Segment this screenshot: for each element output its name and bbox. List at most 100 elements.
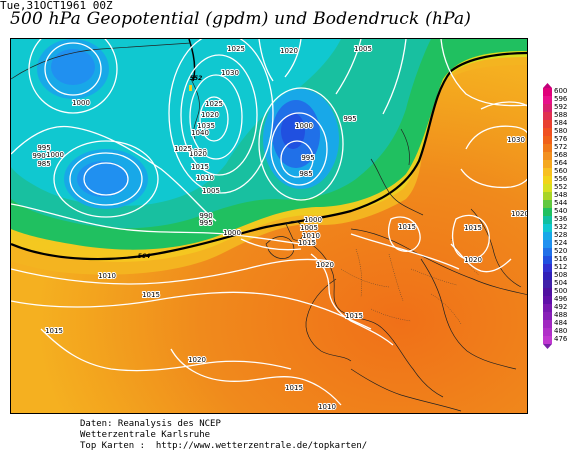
legend-label: 488 <box>554 311 568 319</box>
legend-entry: 484 <box>543 319 569 328</box>
legend-swatch <box>543 256 552 264</box>
legend-label: 512 <box>554 263 568 271</box>
weather-map-canvas: 1005102010251030102510201035104010301020… <box>11 39 527 413</box>
legend-label: 568 <box>554 151 568 159</box>
isobar-label: 990 <box>32 152 45 160</box>
legend-entry: 552 <box>543 183 569 192</box>
isobar-label: 1010 <box>98 272 116 280</box>
isobar-label: 1015 <box>191 163 209 171</box>
legend-entry: 548 <box>543 191 569 200</box>
isobar-label: 1035 <box>197 122 215 130</box>
geopotential-contour-552 <box>11 51 527 261</box>
weather-map: 1005 1020 1025 1030 1025 1020 1035 1040 1030 1020… <box>10 38 528 414</box>
legend-label: 476 <box>554 335 568 343</box>
legend-label: 480 <box>554 327 568 335</box>
legend-label: 556 <box>554 175 568 183</box>
isobar-label: 1000 <box>46 151 64 159</box>
legend-swatch <box>543 144 552 152</box>
legend-label: 580 <box>554 127 568 135</box>
legend-swatch <box>543 304 552 312</box>
legend-label: 548 <box>554 191 568 199</box>
legend-entry: 592 <box>543 103 569 112</box>
legend-swatch <box>543 232 552 240</box>
legend-cap-bottom <box>543 344 552 349</box>
legend-entry: 536 <box>543 215 569 224</box>
isobar-label: 1020 <box>188 356 206 364</box>
legend-entry: 568 <box>543 151 569 160</box>
legend-entry: 496 <box>543 295 569 304</box>
isobar-label: 1025 <box>205 100 223 108</box>
legend-label: 544 <box>554 199 568 207</box>
legend-entry: 584 <box>543 119 569 128</box>
isobar-label: 1000 <box>304 216 322 224</box>
legend-swatch <box>543 336 552 344</box>
isobar-label: 990 <box>199 212 212 220</box>
isobar-label: 1010 <box>318 403 336 411</box>
isobar-label: 1010 <box>196 174 214 182</box>
isobar-label: 1015 <box>298 239 316 247</box>
legend-swatch <box>543 168 552 176</box>
isobar-label: 995 <box>199 219 212 227</box>
isobar-label: 1025 <box>227 45 245 53</box>
legend-label: 576 <box>554 135 568 143</box>
legend-label: 532 <box>554 223 568 231</box>
legend-label: 596 <box>554 95 568 103</box>
legend-entry: 504 <box>543 279 569 288</box>
legend-entry: 556 <box>543 175 569 184</box>
legend-label: 516 <box>554 255 568 263</box>
color-legend: 600 596 592 588 584 580 576 572 568 564 560 556 552 5… <box>543 83 569 349</box>
legend-label: 588 <box>554 111 568 119</box>
footer-line-2: Wetterzentrale Karlsruhe <box>80 430 211 440</box>
legend-swatch <box>543 152 552 160</box>
legend-label: 496 <box>554 295 568 303</box>
map-footer: Daten: Reanalysis des NCEP Wetterzentrale… <box>80 419 367 452</box>
legend-entry: 516 <box>543 255 569 264</box>
isobar-label: 1020 <box>189 150 207 158</box>
isobar-label: 1005 <box>300 224 318 232</box>
legend-label: 584 <box>554 119 568 127</box>
low-centre-north-core <box>51 49 95 85</box>
legend-swatch <box>543 96 552 104</box>
legend-swatch <box>543 128 552 136</box>
legend-label: 500 <box>554 287 568 295</box>
isobars <box>11 39 527 406</box>
footer-line-1: Daten: Reanalysis des NCEP <box>80 419 221 429</box>
legend-entry: 576 <box>543 135 569 144</box>
legend-label: 540 <box>554 207 568 215</box>
isobar-label: 1020 <box>316 261 334 269</box>
legend-label: 492 <box>554 303 568 311</box>
legend-entry: 572 <box>543 143 569 152</box>
isobar-label: 1020 <box>464 256 482 264</box>
legend-entry: 528 <box>543 231 569 240</box>
legend-swatch <box>543 160 552 168</box>
legend-swatch <box>543 224 552 232</box>
legend-swatch <box>543 280 552 288</box>
legend-entry: 508 <box>543 271 569 280</box>
legend-swatch <box>543 176 552 184</box>
footer-line-3: Top Karten : http://www.wetterzentrale.d… <box>80 441 368 451</box>
legend-label: 536 <box>554 215 568 223</box>
legend-swatch <box>543 248 552 256</box>
isobar-label: 1000 <box>223 229 241 237</box>
isobar-label: 1040 <box>191 129 209 137</box>
legend-swatch <box>543 296 552 304</box>
legend-label: 572 <box>554 143 568 151</box>
legend-label: 508 <box>554 271 568 279</box>
legend-entry: 500 <box>543 287 569 296</box>
legend-entry: 520 <box>543 247 569 256</box>
legend-swatch <box>543 88 552 96</box>
isobar-label: 995 <box>343 115 356 123</box>
isobar-label: 1015 <box>285 384 303 392</box>
legend-swatch <box>543 328 552 336</box>
legend-entry: 540 <box>543 207 569 216</box>
legend-swatch <box>543 104 552 112</box>
map-date-label: Tue,31OCT1961 00Z <box>0 0 113 12</box>
legend-swatch <box>543 240 552 248</box>
geopotential-labels: 55256456 <box>138 75 203 260</box>
legend-entry: 480 <box>543 327 569 336</box>
legend-label: 560 <box>554 167 568 175</box>
isobar-label: 1030 <box>507 136 525 144</box>
legend-entry: 560 <box>543 167 569 176</box>
low-centre-west-core <box>77 161 129 197</box>
isobar-label: 1015 <box>464 224 482 232</box>
